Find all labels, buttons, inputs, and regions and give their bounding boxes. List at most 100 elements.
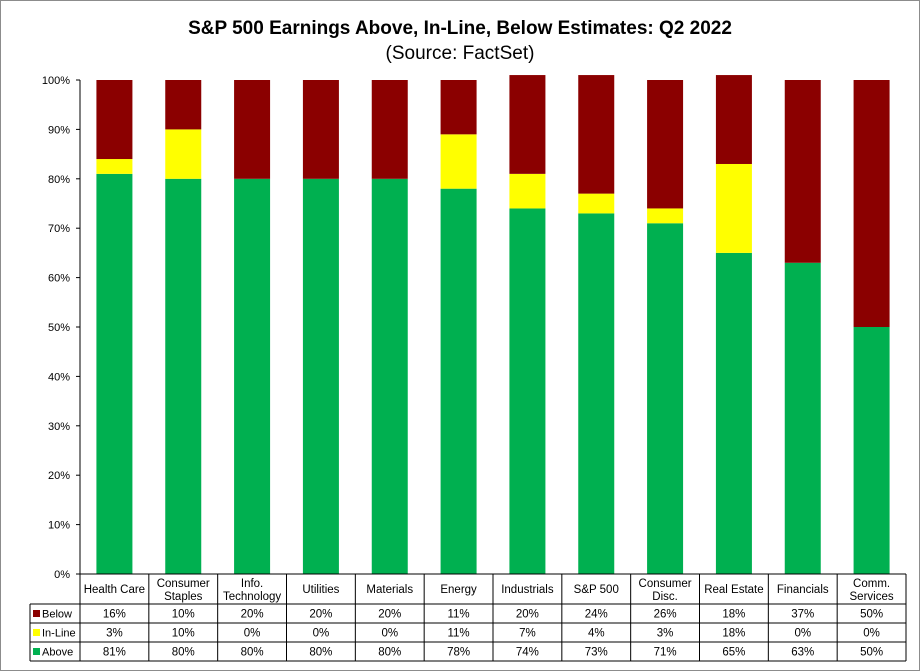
data-label-in-line: 0% <box>863 628 880 640</box>
bar-segment-above <box>715 252 752 574</box>
data-label-in-line: 18% <box>722 628 745 640</box>
bar-segment-above <box>302 178 339 575</box>
data-label-in-line: 0% <box>794 628 811 640</box>
bar-segment-below <box>302 80 339 179</box>
data-label-above: 81% <box>103 647 126 659</box>
y-tick-label: 30% <box>48 421 70 433</box>
bar-segment-below <box>96 80 133 160</box>
chart-title: S&P 500 Earnings Above, In-Line, Below E… <box>188 18 732 39</box>
data-label-above: 80% <box>378 647 401 659</box>
x-category-label: Consumer <box>639 578 692 590</box>
bar-segment-above <box>371 178 408 575</box>
data-label-in-line: 3% <box>657 628 674 640</box>
x-category-label: Utilities <box>302 584 339 596</box>
x-category-label: Health Care <box>84 584 145 596</box>
bar-segment-in-line <box>440 134 477 189</box>
bar-segment-above <box>96 173 133 575</box>
data-label-below: 24% <box>585 609 608 621</box>
data-label-in-line: 10% <box>172 628 195 640</box>
bar-segment-below <box>647 80 684 209</box>
chart-subtitle: (Source: FactSet) <box>385 43 535 64</box>
bar-segment-below <box>234 80 271 179</box>
data-label-below: 10% <box>172 609 195 621</box>
data-label-above: 80% <box>241 647 264 659</box>
bar-segment-below <box>784 80 821 263</box>
data-label-above: 74% <box>516 647 539 659</box>
y-tick-label: 70% <box>48 223 70 235</box>
data-label-above: 80% <box>309 647 332 659</box>
bar-segment-in-line <box>509 173 546 209</box>
y-tick-label: 80% <box>48 174 70 186</box>
x-category-label: Financials <box>777 584 829 596</box>
y-tick-label: 90% <box>48 124 70 136</box>
bar-segment-above <box>234 178 271 575</box>
y-tick-label: 0% <box>54 569 70 581</box>
x-category-label: Real Estate <box>704 584 763 596</box>
bar-segment-below <box>578 75 615 194</box>
data-label-in-line: 7% <box>519 628 536 640</box>
y-tick-label: 50% <box>48 322 70 334</box>
data-label-above: 63% <box>791 647 814 659</box>
x-category-label: Staples <box>164 591 203 603</box>
y-tick-label: 10% <box>48 520 70 532</box>
bar-segment-below <box>371 80 408 179</box>
data-label-in-line: 11% <box>447 628 469 640</box>
y-tick-label: 40% <box>48 371 70 383</box>
bar-segment-in-line <box>647 208 684 224</box>
data-label-in-line: 0% <box>244 628 261 640</box>
x-category-label: Info. <box>241 578 263 590</box>
data-label-below: 20% <box>516 609 539 621</box>
data-label-in-line: 0% <box>313 628 330 640</box>
data-label-in-line: 3% <box>106 628 123 640</box>
x-category-label: S&P 500 <box>574 584 619 596</box>
x-category-label: Comm. <box>853 578 890 590</box>
x-category-label: Energy <box>440 584 477 596</box>
x-category-label: Industrials <box>501 584 554 596</box>
data-label-below: 20% <box>241 609 264 621</box>
data-label-below: 20% <box>378 609 401 621</box>
bar-segment-in-line <box>578 193 615 214</box>
y-tick-label: 100% <box>42 75 70 87</box>
data-label-below: 26% <box>654 609 677 621</box>
bar-segment-below <box>440 80 477 135</box>
legend-swatch-in-line <box>33 629 40 636</box>
y-tick-label: 20% <box>48 470 70 482</box>
x-category-label: Consumer <box>157 578 210 590</box>
bar-segment-above <box>647 223 684 574</box>
data-label-above: 71% <box>654 647 677 659</box>
bar-segment-in-line <box>96 159 133 174</box>
bar-segment-above <box>853 327 890 574</box>
bar-segment-below <box>853 80 890 327</box>
legend-swatch-below <box>33 610 40 617</box>
bar-segment-below <box>715 75 752 164</box>
data-label-below: 20% <box>309 609 332 621</box>
bar-segment-above <box>784 262 821 574</box>
data-label-above: 78% <box>447 647 470 659</box>
x-category-label: Disc. <box>652 591 678 603</box>
data-label-above: 73% <box>585 647 608 659</box>
x-category-label: Services <box>850 591 894 603</box>
bar-segment-below <box>509 75 546 174</box>
data-label-above: 65% <box>722 647 745 659</box>
bar-segment-in-line <box>165 129 202 179</box>
bar-segment-above <box>440 188 477 574</box>
x-category-label: Materials <box>366 584 413 596</box>
legend-swatch-above <box>33 648 40 655</box>
legend-label-above: Above <box>42 647 73 659</box>
legend-label-in-line: In-Line <box>42 628 76 640</box>
bar-segment-above <box>165 178 202 575</box>
data-label-above: 80% <box>172 647 195 659</box>
data-label-below: 16% <box>103 609 126 621</box>
legend-label-below: Below <box>42 609 72 621</box>
data-label-below: 11% <box>447 609 469 621</box>
bar-segment-above <box>578 213 615 574</box>
y-tick-label: 60% <box>48 273 70 285</box>
data-label-below: 50% <box>860 609 883 621</box>
data-label-below: 37% <box>791 609 814 621</box>
data-label-below: 18% <box>722 609 745 621</box>
data-label-in-line: 4% <box>588 628 605 640</box>
data-label-above: 50% <box>860 647 883 659</box>
bar-segment-above <box>509 208 546 574</box>
bar-segment-in-line <box>715 163 752 253</box>
